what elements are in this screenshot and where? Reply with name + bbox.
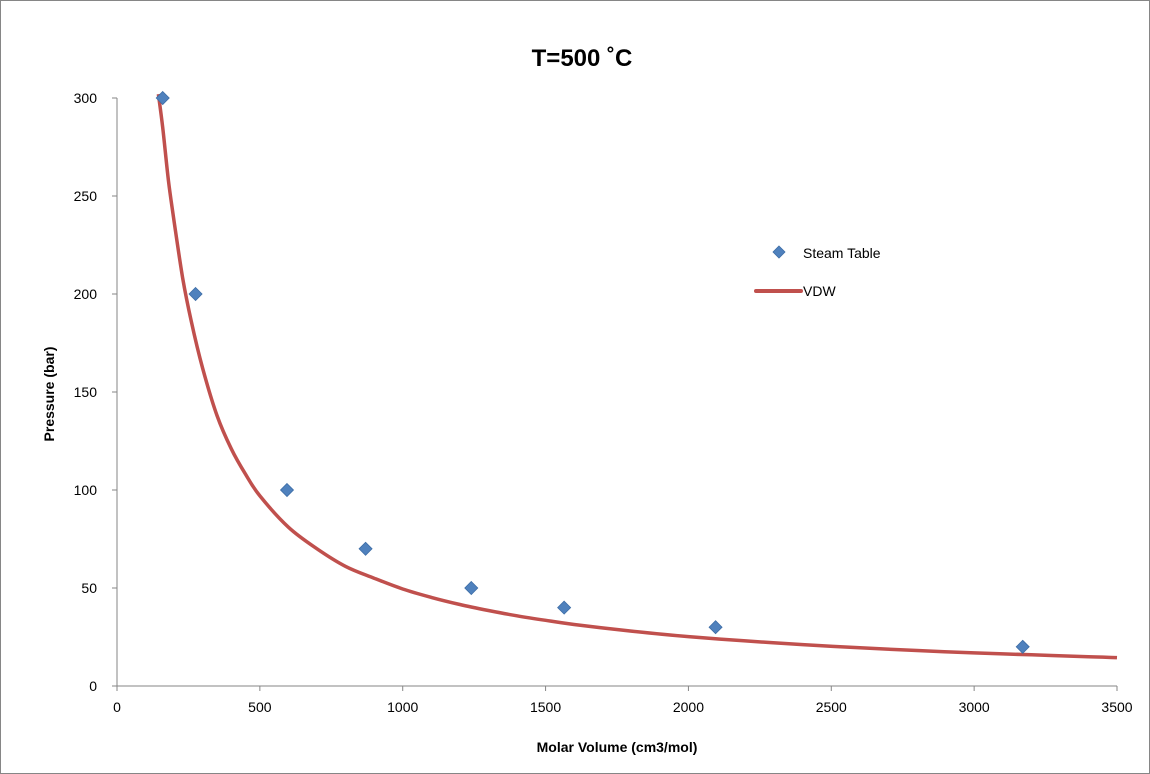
y-tick-label: 50 xyxy=(81,580,97,596)
x-axis-ticks: 0 500 1000 1500 2000 2500 3000 3500 xyxy=(113,686,1133,715)
steam-table-point xyxy=(279,482,295,498)
y-tick-label: 150 xyxy=(74,384,98,400)
steam-table-point xyxy=(358,541,373,556)
x-tick-label: 1000 xyxy=(387,699,418,715)
y-axis-label: Pressure (bar) xyxy=(41,347,57,442)
steam-table-point xyxy=(708,620,723,635)
chart-title: T=500 ˚C xyxy=(532,45,633,72)
steam-table-point xyxy=(557,600,572,615)
steam-table-point xyxy=(155,90,170,106)
x-tick-label: 0 xyxy=(113,699,121,715)
x-tick-label: 3000 xyxy=(959,699,990,715)
y-axis-ticks: 0 50 100 150 200 250 300 xyxy=(74,90,117,694)
x-tick-label: 2000 xyxy=(673,699,704,715)
legend-item-steam-table: Steam Table xyxy=(772,245,881,261)
legend-label-vdw: VDW xyxy=(803,283,836,299)
series-steam-table xyxy=(155,90,1030,654)
vdw-curve xyxy=(156,93,1118,660)
legend: Steam Table VDW xyxy=(754,245,881,299)
y-tick-label: 100 xyxy=(74,482,98,498)
y-tick-label: 300 xyxy=(74,90,98,106)
steam-table-point xyxy=(188,286,203,302)
steam-table-point xyxy=(1015,639,1030,654)
y-tick-label: 200 xyxy=(74,286,98,302)
x-tick-label: 1500 xyxy=(530,699,561,715)
y-tick-label: 0 xyxy=(89,678,97,694)
legend-label-steam-table: Steam Table xyxy=(803,245,881,261)
steam-table-point xyxy=(464,580,479,596)
x-tick-label: 500 xyxy=(248,699,272,715)
legend-marker-steam-table xyxy=(772,245,786,259)
series-vdw xyxy=(156,93,1118,660)
x-tick-label: 3500 xyxy=(1101,699,1132,715)
legend-item-vdw: VDW xyxy=(754,283,836,299)
x-axis-label: Molar Volume (cm3/mol) xyxy=(537,739,698,755)
x-tick-label: 2500 xyxy=(816,699,847,715)
y-tick-label: 250 xyxy=(74,188,98,204)
